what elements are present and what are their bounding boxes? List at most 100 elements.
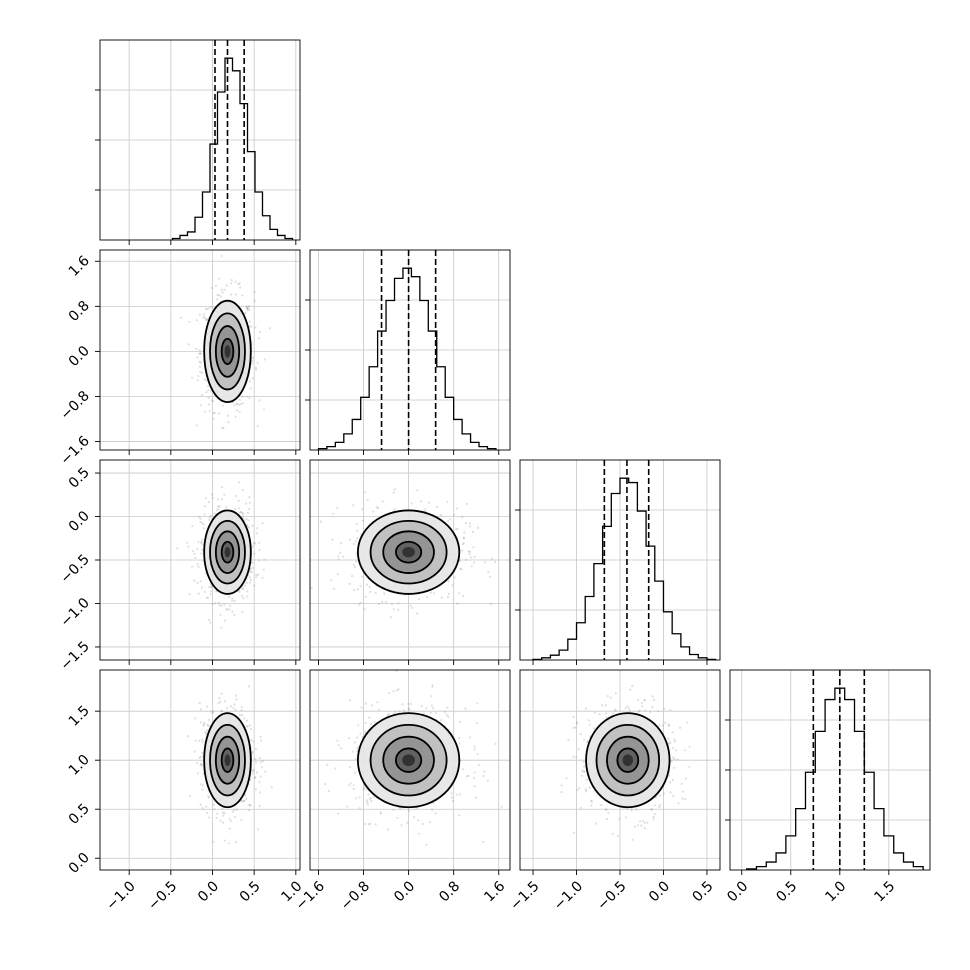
scatter-point <box>336 507 339 510</box>
scatter-point <box>688 745 691 748</box>
scatter-point <box>643 821 646 825</box>
scatter-point <box>208 307 211 310</box>
scatter-point <box>339 747 343 750</box>
scatter-point <box>250 570 253 574</box>
scatter-point <box>465 522 468 525</box>
scatter-point <box>193 552 196 556</box>
scatter-point <box>255 760 258 764</box>
scatter-point <box>250 325 253 328</box>
scatter-point <box>226 706 229 710</box>
scatter-point <box>259 761 262 764</box>
scatter-point <box>627 707 631 710</box>
scatter-point <box>212 417 215 420</box>
ytick-label-1-1: −0.8 <box>57 388 92 423</box>
scatter-point <box>458 814 461 817</box>
scatter-point <box>198 756 201 759</box>
scatter-point <box>219 700 222 703</box>
scatter-point <box>221 291 224 294</box>
scatter-point <box>368 585 371 589</box>
scatter-point <box>237 507 240 510</box>
scatter-point <box>468 553 471 556</box>
scatter-point <box>364 595 367 598</box>
scatter-point <box>388 692 391 695</box>
scatter-point <box>458 737 461 740</box>
scatter-point <box>221 821 225 824</box>
scatter-point <box>245 305 248 308</box>
scatter-point <box>361 508 364 511</box>
scatter-point <box>253 584 256 587</box>
scatter-point <box>330 579 333 582</box>
contour-1 <box>382 735 435 785</box>
scatter-point <box>210 493 213 496</box>
scatter-point <box>216 812 219 815</box>
scatter-point <box>187 545 190 548</box>
scatter-point <box>247 685 250 688</box>
hist-3-frame <box>729 669 931 871</box>
scatter-point <box>190 376 194 379</box>
scatter-point <box>373 721 376 724</box>
scatter-point <box>201 548 204 551</box>
scatter-point <box>673 766 676 769</box>
scatter-point <box>196 581 199 585</box>
scatter-point <box>241 511 244 514</box>
scatter-point <box>234 841 238 844</box>
scatter-point <box>246 307 249 310</box>
scatter-point <box>201 807 204 810</box>
scatter-point <box>217 294 220 297</box>
scatter-point <box>207 389 210 392</box>
scatter-point <box>243 584 247 587</box>
scatter-point <box>199 756 202 759</box>
scatter-point <box>473 555 476 559</box>
scatter-point <box>358 796 361 799</box>
scatter-point <box>653 804 656 807</box>
contour-1 <box>214 530 241 574</box>
scatter-point <box>208 618 211 622</box>
hist-0-steps <box>171 57 294 240</box>
scatter-point <box>356 588 360 591</box>
scatter-point <box>235 494 238 498</box>
scatter-point <box>241 488 244 491</box>
scatter-point <box>456 602 459 605</box>
scatter-point <box>331 538 334 541</box>
scatter-point <box>436 505 439 509</box>
scatter-point <box>217 701 220 705</box>
scatter-point <box>259 791 262 794</box>
scatter-point <box>195 347 198 350</box>
density-fill-4 <box>224 345 231 358</box>
scatter-point <box>470 565 473 568</box>
scatter-point <box>600 803 603 807</box>
scatter-point <box>601 704 604 707</box>
scatter-point <box>234 708 237 712</box>
scatter-point <box>256 527 259 530</box>
scatter-point <box>672 756 675 759</box>
scatter-point <box>624 816 628 819</box>
scatter-point <box>233 808 236 812</box>
scatter-point <box>231 810 234 814</box>
scatter-point <box>205 705 209 708</box>
scatter-point <box>214 601 217 605</box>
scatter-point <box>254 776 257 779</box>
scatter-point <box>467 550 470 553</box>
scatter-point <box>240 706 243 709</box>
scatter-point <box>257 337 260 340</box>
scatter-point <box>447 592 450 595</box>
scatter-point <box>366 803 369 806</box>
scatter-point <box>417 832 420 835</box>
scatter-point <box>461 543 464 546</box>
scatter-point <box>420 705 423 708</box>
scatter-point <box>468 522 472 525</box>
scatter-point <box>197 772 200 775</box>
scatter-point <box>640 824 643 827</box>
scatter-point <box>188 320 191 323</box>
scatter-point <box>246 306 249 309</box>
scatter-point <box>220 486 224 489</box>
scatter-point <box>200 663 202 665</box>
scatter-point <box>210 585 213 588</box>
scatter-point <box>460 568 463 571</box>
scatter-point <box>629 688 632 691</box>
scatter-point <box>352 787 355 791</box>
scatter-point <box>425 843 428 846</box>
scatter-point <box>560 784 563 787</box>
scatter-point <box>354 771 357 774</box>
scatter-point <box>461 768 465 771</box>
